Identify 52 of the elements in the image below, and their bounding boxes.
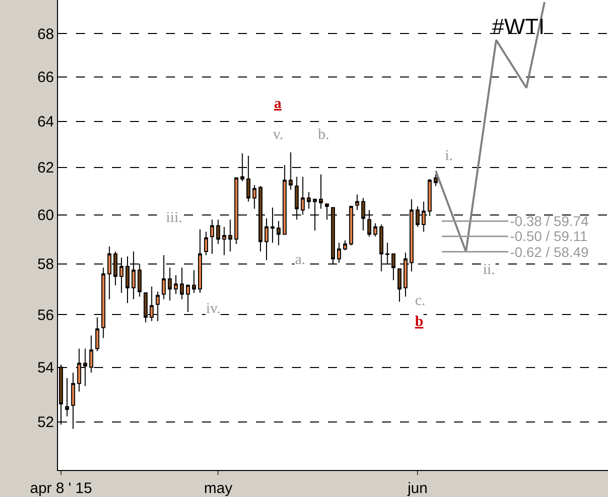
annotation: a	[274, 96, 282, 112]
candlestick	[210, 219, 214, 254]
y-tick-label: 68	[37, 26, 54, 43]
annotation: c.	[415, 293, 426, 309]
ref-line-label: -0.62 / 58.49	[510, 244, 589, 260]
candlestick	[192, 270, 196, 294]
candlestick	[373, 222, 378, 238]
annotation: ii.	[483, 262, 496, 278]
candlestick	[222, 226, 226, 256]
annotation: b.	[318, 127, 330, 143]
annotation: iii.	[166, 210, 182, 226]
x-tick-label: jun	[406, 480, 428, 497]
x-tick-label: may	[204, 480, 233, 497]
candlestick	[216, 219, 220, 245]
candlestick	[318, 174, 323, 210]
candlestick	[168, 267, 172, 301]
candlestick	[252, 184, 256, 210]
y-tick-label: 54	[37, 360, 54, 377]
candlestick	[398, 268, 402, 302]
candlestick	[65, 378, 70, 417]
candlestick	[174, 274, 178, 295]
candlestick	[204, 231, 208, 256]
candlestick	[95, 316, 100, 352]
ref-line-label: -0.50 / 59.11	[510, 228, 588, 244]
candlestick	[355, 194, 360, 210]
candlestick	[428, 178, 432, 216]
annotation: #WTI	[492, 14, 545, 39]
candlestick	[228, 219, 232, 252]
y-tick-label: 64	[37, 114, 54, 131]
candlestick	[180, 267, 184, 300]
annotation: b	[415, 314, 424, 330]
y-tick-label: 56	[37, 306, 54, 324]
candlestick	[71, 372, 76, 430]
y-tick-label: 66	[37, 69, 54, 86]
candlestick	[186, 284, 190, 313]
annotation: i.	[445, 148, 453, 164]
y-tick-label: 62	[37, 160, 54, 177]
candlestick	[337, 242, 342, 264]
y-tick-label: 60	[37, 207, 54, 224]
candlestick	[343, 240, 348, 251]
y-tick-label: 52	[37, 414, 54, 432]
candlestick	[276, 220, 281, 246]
candlestick	[434, 174, 438, 187]
y-tick-label: 58	[37, 256, 54, 274]
annotation: a.	[295, 252, 306, 268]
candlestick	[264, 218, 268, 261]
candlestick	[306, 192, 311, 210]
ref-line-label: -0.38 / 59.74	[510, 213, 589, 229]
candlestick	[126, 256, 130, 304]
x-tick-label: apr 8 ' 15	[30, 480, 92, 497]
annotation: v.	[273, 127, 284, 143]
annotation: iv.	[206, 301, 220, 317]
